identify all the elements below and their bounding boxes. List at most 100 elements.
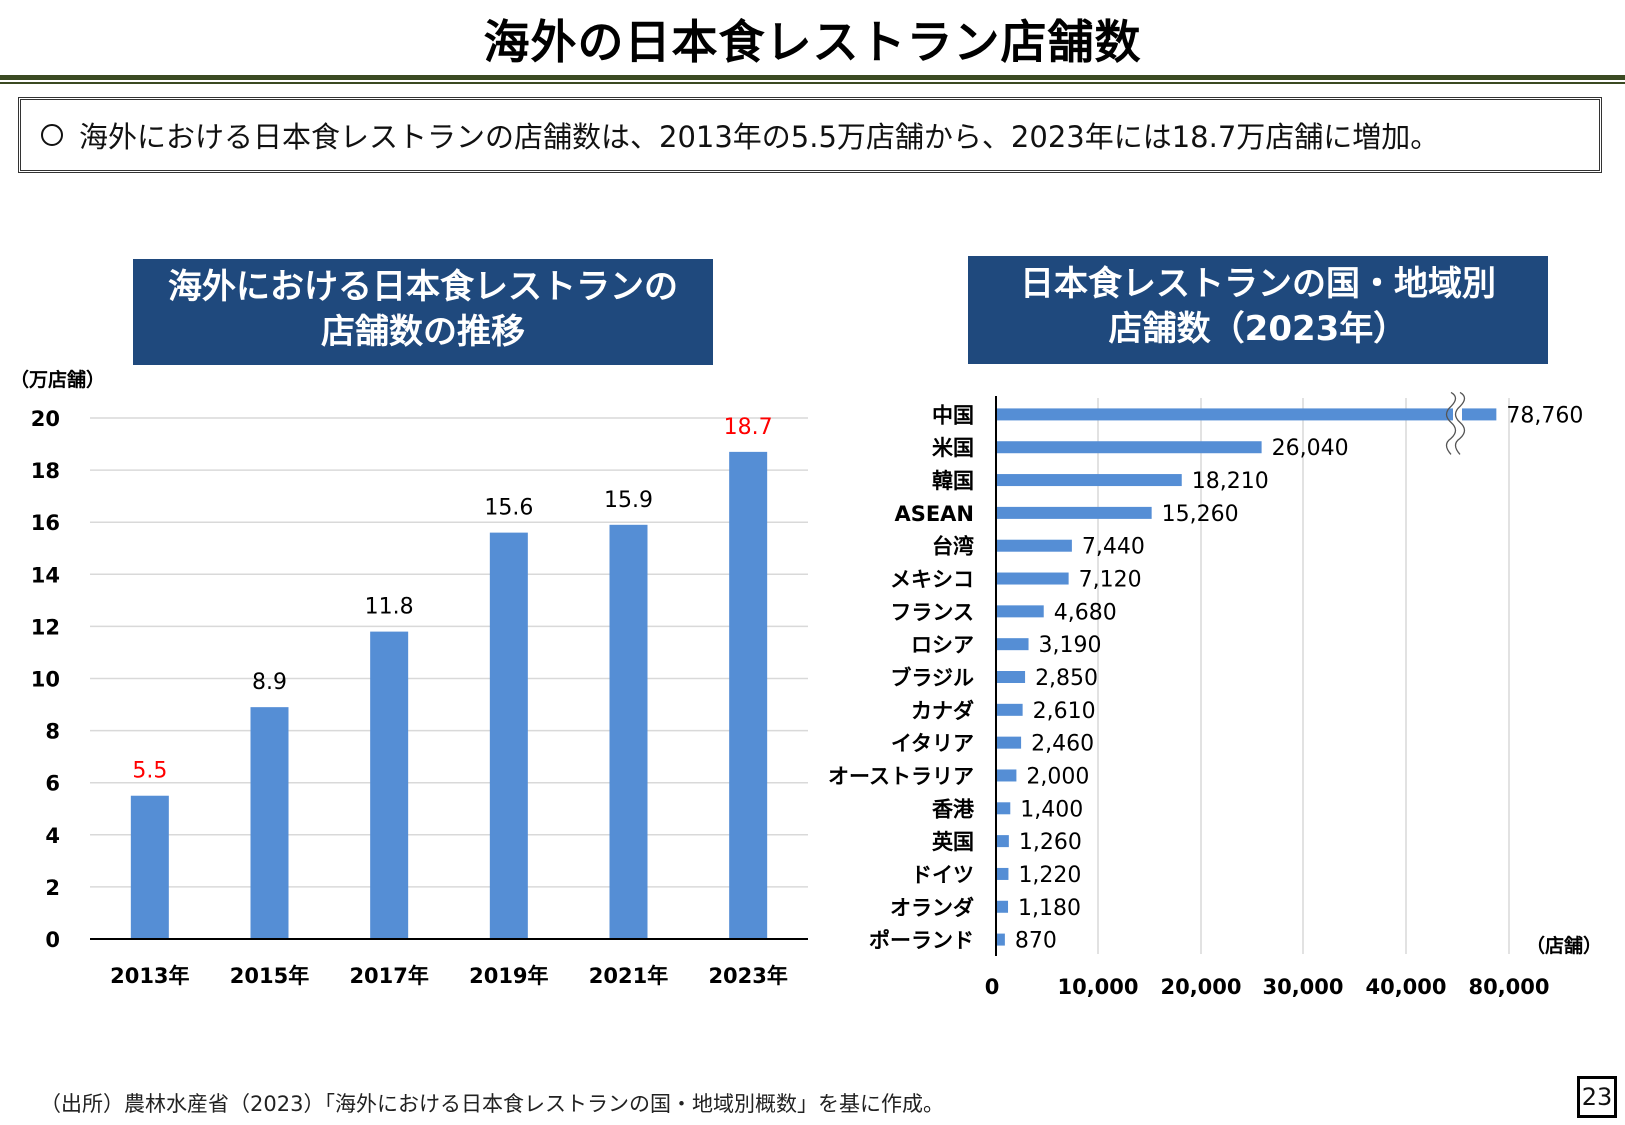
country-bar [996, 736, 1022, 749]
country-bar [996, 900, 1009, 913]
trend-y-tick-label: 6 [45, 772, 60, 796]
country-bar [996, 867, 1009, 880]
trend-data-label: 8.9 [252, 670, 287, 695]
country-x-tick-label: 40,000 [1365, 975, 1446, 999]
country-data-label: 7,120 [1079, 568, 1142, 593]
country-category-label: 韓国 [932, 469, 974, 493]
country-data-label: 1,220 [1018, 863, 1081, 888]
trend-y-tick-label: 4 [45, 824, 60, 848]
country-category-label: ドイツ [911, 863, 974, 887]
country-data-label: 2,000 [1026, 764, 1089, 789]
country-bar [996, 638, 1029, 651]
summary-box: 海外における日本食レストランの店舗数は、2013年の5.5万店舗から、2023年… [18, 97, 1602, 173]
country-bar [996, 474, 1182, 487]
country-category-label: ロシア [911, 633, 974, 657]
country-chart-title: 日本食レストランの国・地域別 店舗数（2023年） [968, 256, 1548, 364]
country-category-label: 台湾 [932, 535, 974, 559]
country-bar [996, 506, 1152, 519]
country-data-label: 870 [1015, 929, 1057, 954]
trend-data-label: 18.7 [724, 415, 773, 440]
trend-data-label: 15.6 [484, 496, 533, 521]
country-category-label: オランダ [890, 896, 974, 920]
country-data-label: 2,460 [1031, 732, 1094, 757]
country-data-label: 2,850 [1035, 666, 1098, 691]
country-data-label: 18,210 [1192, 469, 1269, 494]
trend-y-tick-label: 10 [31, 668, 60, 692]
country-category-label: メキシコ [890, 568, 974, 592]
page-number: 23 [1577, 1076, 1617, 1118]
page-title: 海外の日本食レストラン店舗数 [483, 15, 1142, 69]
country-data-label: 26,040 [1272, 436, 1349, 461]
trend-bar-chart: （万店舗） 0 2 4 6 8 10 12 14 16 18 20 5.5 2013年 8.9 2015年 11… [10, 368, 808, 988]
country-chart-title-line-1: 日本食レストランの国・地域別 [1020, 264, 1496, 304]
country-bar [996, 408, 1497, 421]
country-bar [996, 703, 1023, 716]
trend-chart-title-line-1: 海外における日本食レストランの [168, 267, 678, 307]
trend-data-label: 5.5 [132, 759, 167, 784]
country-data-label: 1,260 [1019, 830, 1082, 855]
country-category-label: ブラジル [890, 666, 974, 690]
country-data-label: 1,180 [1018, 896, 1081, 921]
country-category-label: 米国 [932, 436, 974, 460]
trend-bar [250, 707, 289, 939]
trend-chart-title-line-2: 店舗数の推移 [321, 312, 525, 352]
trend-y-tick-label: 16 [31, 511, 60, 535]
trend-y-tick-label: 2 [45, 876, 60, 900]
country-category-label: フランス [890, 600, 974, 624]
trend-y-tick-label: 12 [31, 615, 60, 639]
source-note: （出所）農林水産省（2023）「海外における日本食レストランの国・地域別概数」を… [40, 1092, 944, 1116]
country-data-label: 1,400 [1020, 797, 1083, 822]
circle-bullet-icon [41, 124, 63, 146]
country-bar [996, 769, 1017, 782]
country-data-label: 4,680 [1054, 600, 1117, 625]
country-chart-title-line-2: 店舗数（2023年） [1108, 309, 1408, 349]
country-x-tick-label: 10,000 [1057, 975, 1138, 999]
trend-x-tick-label: 2019年 [469, 964, 548, 988]
trend-bar [489, 532, 528, 939]
country-category-label: 香港 [932, 797, 975, 821]
country-data-label: 3,190 [1039, 633, 1102, 658]
country-category-label: 英国 [932, 830, 974, 854]
trend-x-tick-label: 2013年 [110, 964, 189, 988]
country-bar [996, 572, 1069, 585]
trend-chart-title: 海外における日本食レストランの 店舗数の推移 [133, 259, 713, 365]
title-rule-thin [0, 82, 1625, 84]
country-bar [996, 441, 1262, 454]
country-category-label: ASEAN [894, 502, 974, 526]
country-category-label: カナダ [911, 699, 974, 723]
country-bar [996, 802, 1011, 815]
country-x-tick-label: 0 [985, 975, 1000, 999]
trend-bar [130, 795, 169, 939]
trend-data-label: 11.8 [365, 595, 414, 620]
country-break-mark [1454, 391, 1466, 455]
country-bar [996, 933, 1005, 946]
country-x-tick-label: 30,000 [1262, 975, 1343, 999]
country-bar [996, 835, 1009, 848]
trend-y-tick-label: 8 [45, 720, 60, 744]
country-data-label: 15,260 [1162, 502, 1239, 527]
country-bar-chart: 0 10,000 20,000 30,000 40,000 80,000 （店舗） 中国 78,… [828, 391, 1602, 999]
country-data-label: 7,440 [1082, 535, 1145, 560]
trend-x-tick-label: 2017年 [349, 964, 428, 988]
country-bar [996, 671, 1026, 683]
trend-x-tick-label: 2015年 [230, 964, 309, 988]
country-bar [996, 605, 1044, 618]
trend-y-tick-label: 14 [31, 563, 60, 587]
country-x-tick-label: 80,000 [1468, 975, 1549, 999]
trend-y-axis-unit: （万店舗） [10, 368, 105, 391]
title-rule-thick [0, 75, 1625, 80]
country-data-label: 78,760 [1506, 403, 1583, 428]
country-bar [996, 539, 1072, 552]
trend-data-label: 15.9 [604, 488, 653, 513]
country-x-tick-label: 20,000 [1160, 975, 1241, 999]
trend-bar [370, 631, 409, 939]
country-x-axis-unit: （店舗） [1526, 934, 1602, 957]
country-category-label: ポーランド [869, 929, 974, 953]
country-break-gap [1453, 398, 1462, 437]
trend-y-tick-label: 20 [31, 407, 60, 431]
trend-y-tick-label: 0 [45, 928, 60, 952]
country-category-label: イタリア [891, 732, 974, 756]
summary-text: 海外における日本食レストランの店舗数は、2013年の5.5万店舗から、2023年… [79, 120, 1440, 154]
trend-x-tick-label: 2021年 [589, 964, 668, 988]
country-data-label: 2,610 [1033, 699, 1096, 724]
